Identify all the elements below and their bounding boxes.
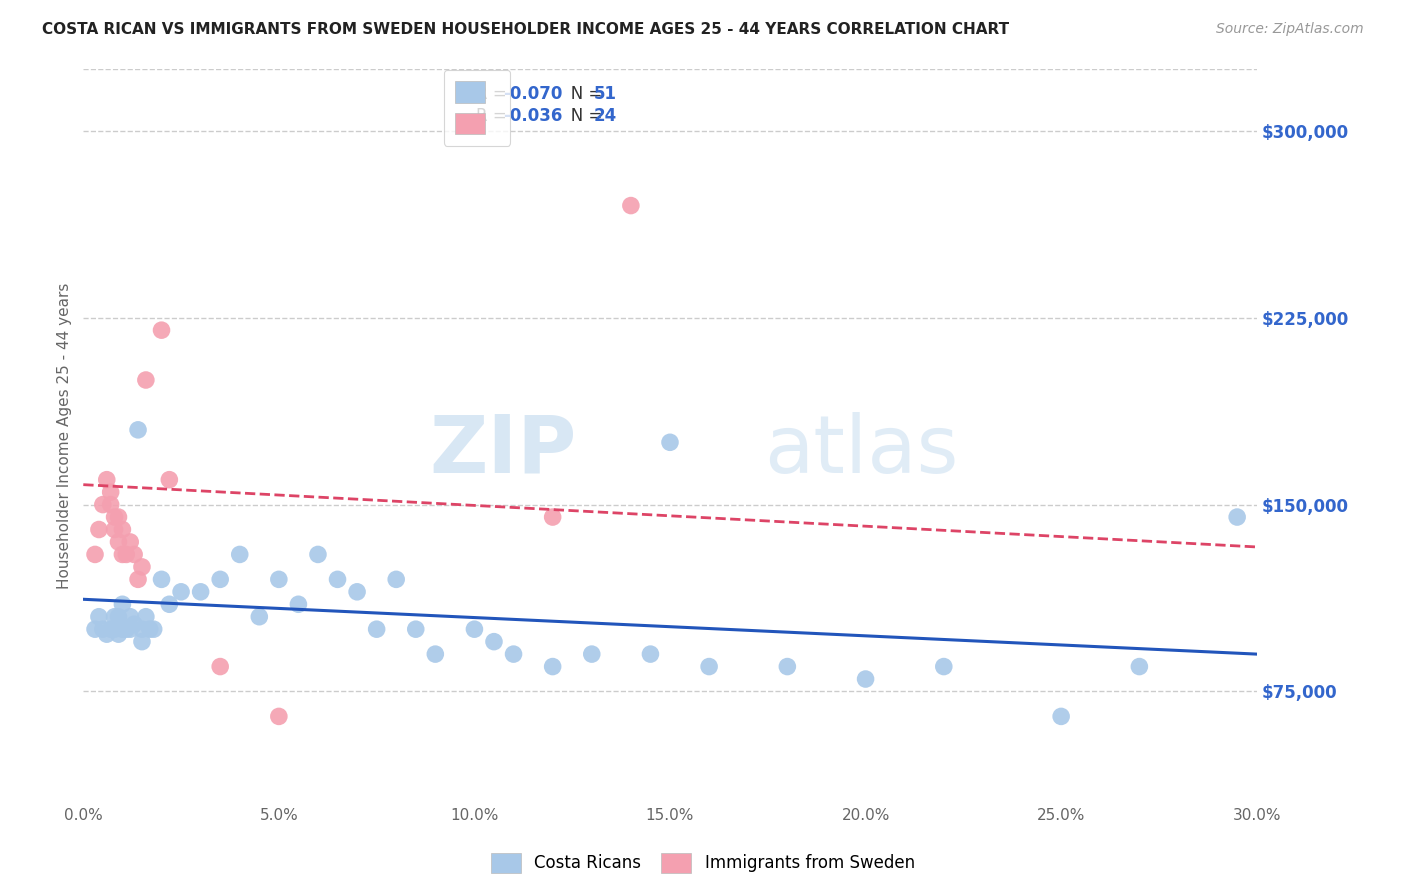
Point <box>463 622 485 636</box>
Text: ZIP: ZIP <box>429 412 576 490</box>
Point <box>190 584 212 599</box>
Point <box>131 622 153 636</box>
Point <box>502 647 524 661</box>
Point <box>107 609 129 624</box>
Point <box>135 373 157 387</box>
Point <box>267 572 290 586</box>
Text: R =: R = <box>477 107 512 125</box>
Point <box>120 622 142 636</box>
Legend: , : , <box>444 70 510 145</box>
Point <box>405 622 427 636</box>
Point <box>855 672 877 686</box>
Point <box>150 572 173 586</box>
Point <box>115 622 138 636</box>
Point <box>103 523 125 537</box>
Point <box>209 572 232 586</box>
Text: -0.070: -0.070 <box>503 86 562 103</box>
Point <box>170 584 193 599</box>
Point <box>131 634 153 648</box>
Point <box>107 510 129 524</box>
Point <box>581 647 603 661</box>
Point <box>107 535 129 549</box>
Point <box>150 323 173 337</box>
Text: atlas: atlas <box>763 412 959 490</box>
Point <box>209 659 232 673</box>
Point <box>100 622 122 636</box>
Point <box>120 535 142 549</box>
Point <box>115 548 138 562</box>
Text: Source: ZipAtlas.com: Source: ZipAtlas.com <box>1216 22 1364 37</box>
Point <box>247 609 270 624</box>
Point <box>229 548 252 562</box>
Point <box>111 548 134 562</box>
Point <box>120 609 142 624</box>
Point <box>541 510 564 524</box>
Point <box>287 597 309 611</box>
Text: 51: 51 <box>593 86 617 103</box>
Text: R =: R = <box>477 86 512 103</box>
Point <box>366 622 388 636</box>
Point <box>541 659 564 673</box>
Text: 24: 24 <box>593 107 617 125</box>
Point <box>103 609 125 624</box>
Text: N =: N = <box>555 86 607 103</box>
Point <box>1128 659 1150 673</box>
Point <box>1050 709 1073 723</box>
Point <box>122 548 145 562</box>
Point <box>96 473 118 487</box>
Point <box>111 597 134 611</box>
Point <box>87 609 110 624</box>
Point <box>697 659 720 673</box>
Point <box>107 627 129 641</box>
Point <box>267 709 290 723</box>
Point <box>84 548 107 562</box>
Y-axis label: Householder Income Ages 25 - 44 years: Householder Income Ages 25 - 44 years <box>58 283 72 590</box>
Point <box>482 634 505 648</box>
Point <box>139 622 162 636</box>
Point <box>100 498 122 512</box>
Text: N =: N = <box>555 107 607 125</box>
Point <box>346 584 368 599</box>
Point <box>157 597 180 611</box>
Point <box>103 510 125 524</box>
Point <box>91 622 114 636</box>
Point <box>157 473 180 487</box>
Point <box>84 622 107 636</box>
Point <box>326 572 349 586</box>
Point <box>307 548 329 562</box>
Point <box>87 523 110 537</box>
Point <box>127 423 149 437</box>
Point <box>122 617 145 632</box>
Point <box>103 622 125 636</box>
Point <box>111 622 134 636</box>
Text: -0.036: -0.036 <box>503 107 562 125</box>
Text: COSTA RICAN VS IMMIGRANTS FROM SWEDEN HOUSEHOLDER INCOME AGES 25 - 44 YEARS CORR: COSTA RICAN VS IMMIGRANTS FROM SWEDEN HO… <box>42 22 1010 37</box>
Point <box>385 572 408 586</box>
Point <box>776 659 799 673</box>
Point <box>91 498 114 512</box>
Point <box>640 647 662 661</box>
Point <box>1226 510 1249 524</box>
Point <box>111 523 134 537</box>
Point <box>142 622 165 636</box>
Point <box>135 609 157 624</box>
Point <box>127 572 149 586</box>
Point <box>96 627 118 641</box>
Point <box>425 647 447 661</box>
Point <box>620 198 643 212</box>
Point <box>659 435 682 450</box>
Point <box>932 659 955 673</box>
Point <box>131 560 153 574</box>
Legend: Costa Ricans, Immigrants from Sweden: Costa Ricans, Immigrants from Sweden <box>485 847 921 880</box>
Point <box>100 485 122 500</box>
